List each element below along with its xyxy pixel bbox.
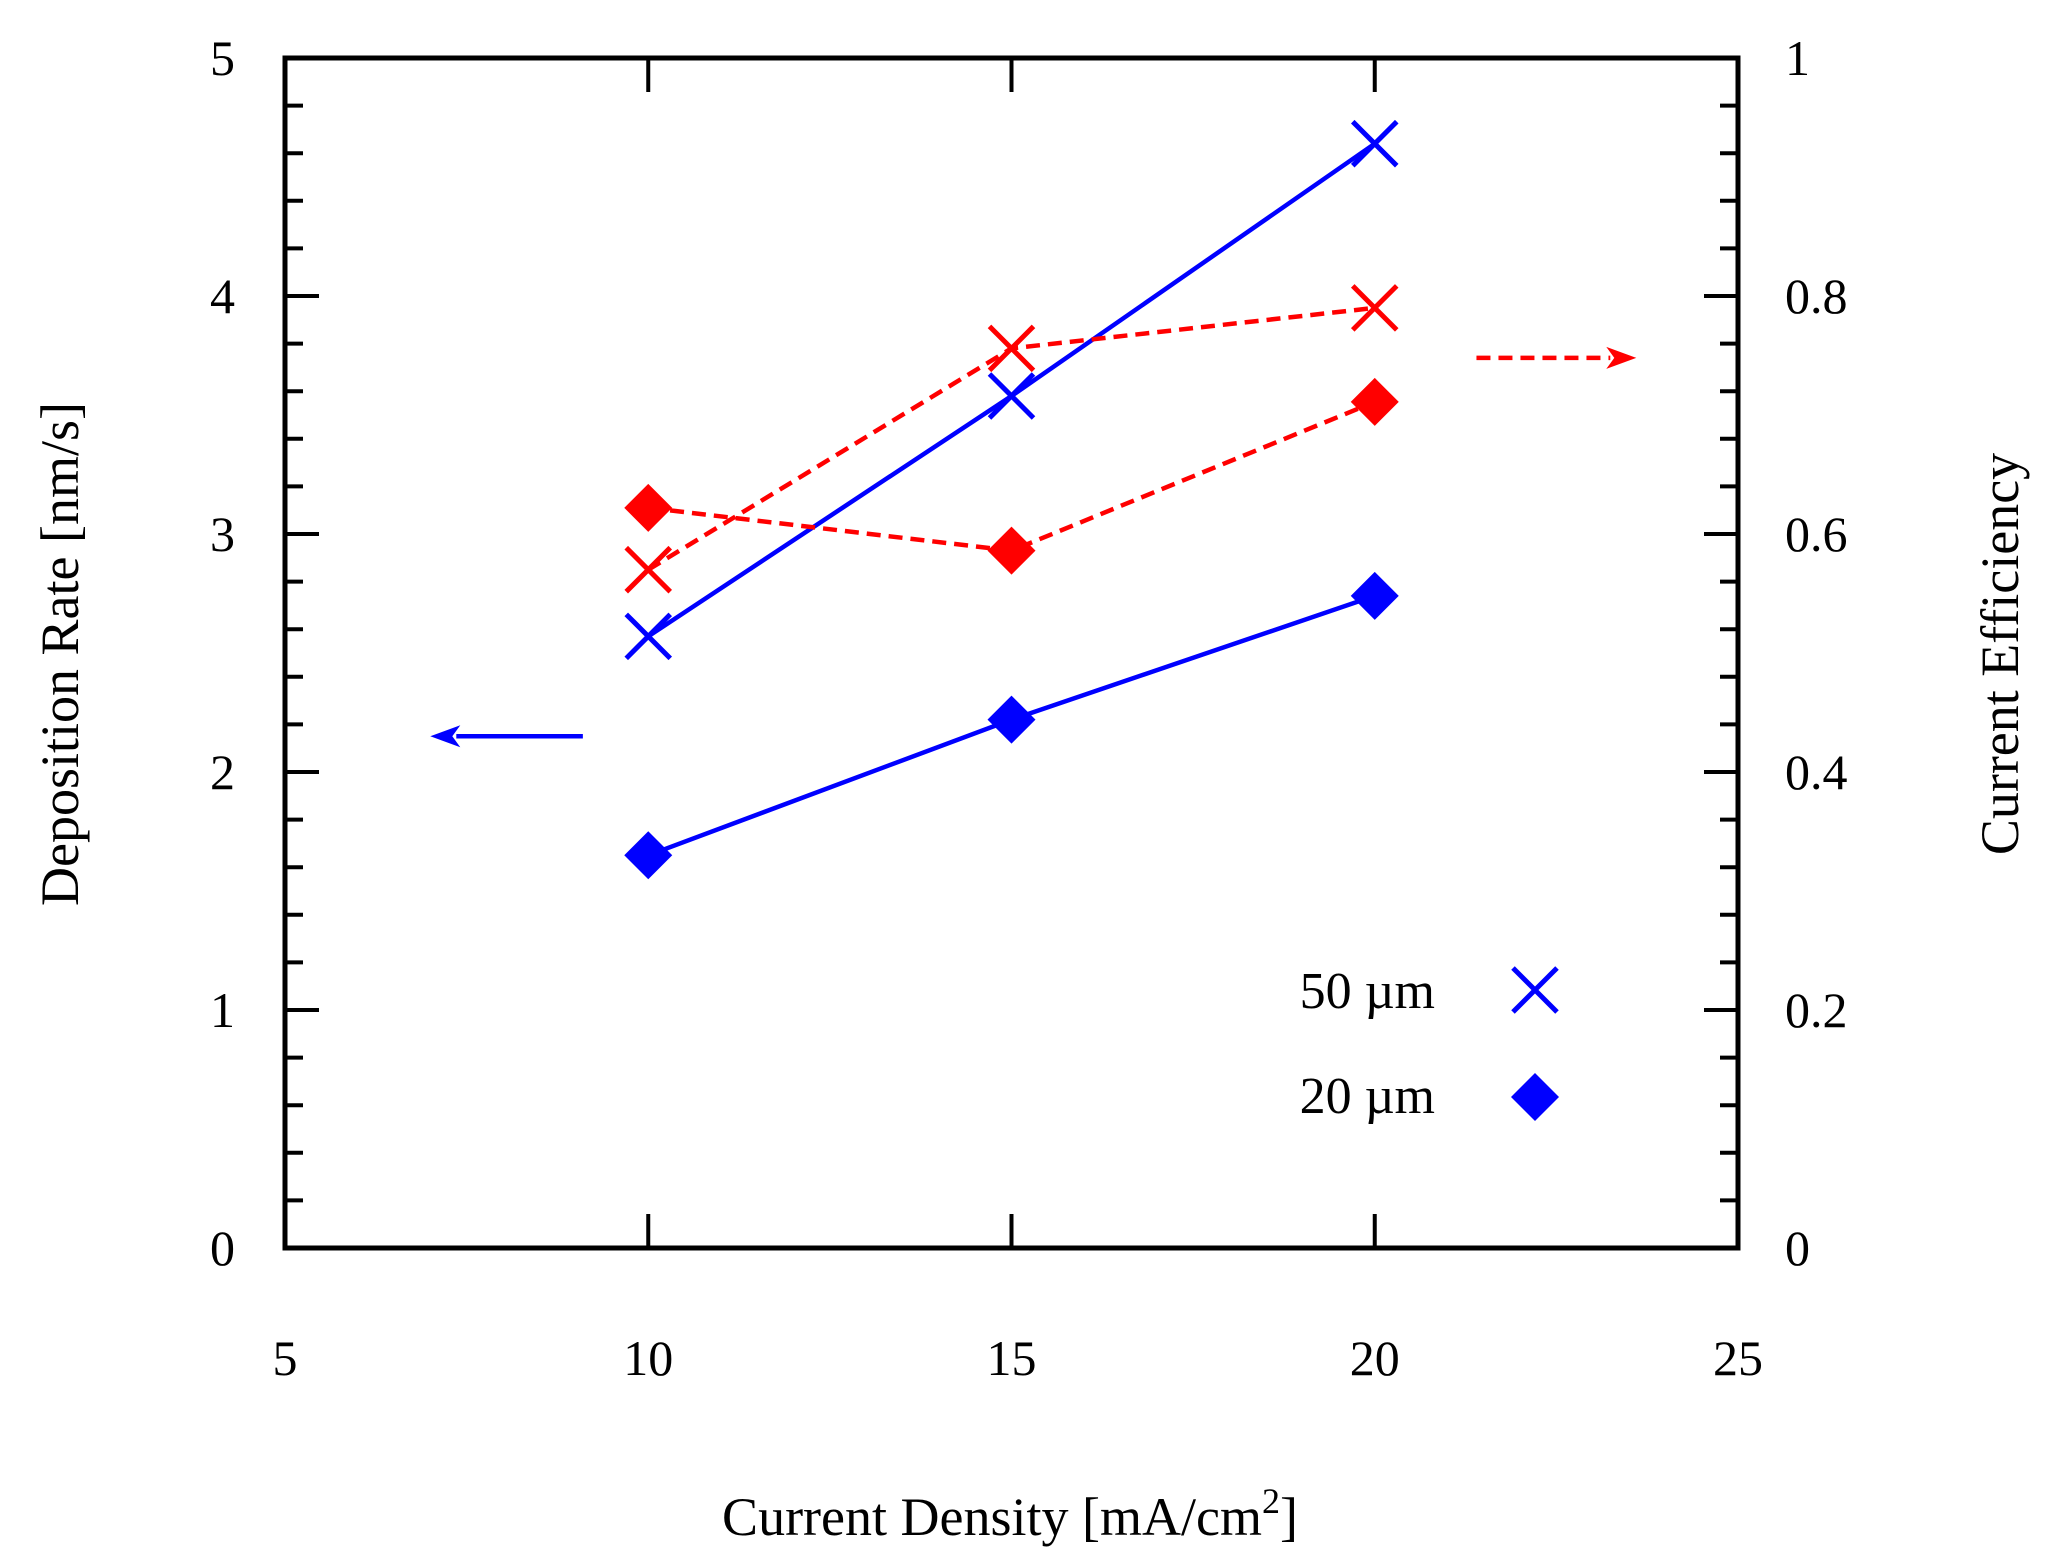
arrow-head [1606,346,1637,369]
y-tick-label: 2 [210,744,235,800]
x-axis-title-superscript: 2 [1262,1481,1280,1521]
y2-tick-label: 0.2 [1785,982,1848,1038]
y-tick-labels: 0 1 2 3 4 5 [210,30,235,1276]
x-marker-stroke [1350,284,1399,332]
y2-tick-label: 1 [1785,30,1810,86]
data-point-x-marker [987,324,1036,373]
x-tick-labels: 5 10 15 20 25 [273,1330,1764,1386]
y2-tick-label: 0.6 [1785,506,1848,562]
data-point-diamond-marker [624,831,673,880]
legend: 50 µm 20 µm [1300,963,1559,1125]
y2-tick-label: 0 [1785,1220,1810,1276]
data-point-x-marker [624,612,673,661]
x-axis-title: Current Density [mA/cm2] [722,1481,1298,1547]
x-marker-stroke [624,612,673,661]
legend-marker-diamond [1511,1073,1559,1121]
y-tick-label: 4 [210,268,235,324]
plot-frame [282,55,1741,1251]
legend-marker-x [1511,966,1559,1014]
arrow-head [430,725,461,748]
y-tick-label: 0 [210,1220,235,1276]
series-layer [624,119,1399,880]
x-marker-stroke [1511,966,1559,1014]
y-tick-label: 3 [210,506,235,562]
data-point-diamond-marker [624,483,673,532]
data-point-diamond-marker [1350,377,1399,426]
y-axis-title: Deposition Rate [nm/s] [30,402,90,906]
axis-pointer-arrow-1 [1476,346,1637,369]
data-point-x-marker [987,372,1036,420]
data-point-x-marker [1350,284,1399,332]
legend-diamond-marker [1511,1073,1559,1121]
y2-tick-label: 0.8 [1785,268,1848,324]
y2-tick-labels: 0 0.2 0.4 0.6 0.8 1 [1785,30,1848,1276]
legend-x-marker [1511,966,1559,1014]
annotation-layer [430,346,1637,748]
x-marker-stroke [624,545,673,594]
y-tick-label: 5 [210,30,235,86]
y-tick-label: 1 [210,982,235,1038]
x-tick-label: 25 [1713,1330,1763,1386]
legend-label-50um: 50 µm [1300,963,1435,1020]
x-tick-label: 5 [273,1330,298,1386]
x-marker-stroke [987,372,1036,420]
x-tick-label: 15 [987,1330,1037,1386]
x-marker-stroke [1350,119,1399,168]
data-point-diamond-marker [987,695,1036,744]
x-tick-label: 20 [1350,1330,1400,1386]
axis-pointer-arrow-0 [430,725,583,748]
data-point-x-marker [624,545,673,594]
axis-ticks [283,56,1740,1250]
data-point-diamond-marker [1350,571,1399,620]
data-point-x-marker [1350,119,1399,168]
legend-label-20um: 20 µm [1300,1068,1435,1125]
x-marker-stroke [987,324,1036,373]
x-tick-label: 10 [623,1330,673,1386]
y2-axis-title: Current Efficiency [1970,453,2030,855]
y2-tick-label: 0.4 [1785,744,1848,800]
data-point-diamond-marker [987,526,1036,575]
